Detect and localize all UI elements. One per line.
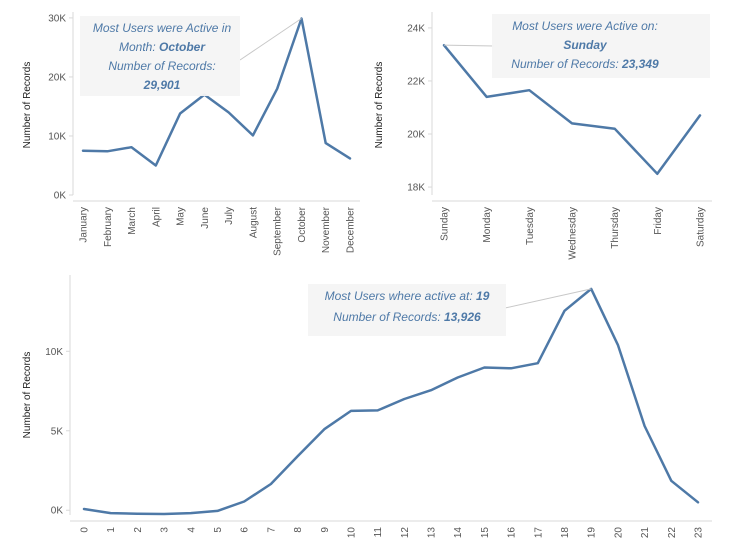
annotation-text: Most Users where active at: 19 <box>325 289 490 303</box>
series-line <box>442 43 702 176</box>
annotation-text: Number of Records: 23,349 <box>511 57 659 71</box>
x-tick-label: Friday <box>653 207 664 235</box>
annotation-leader <box>239 18 302 61</box>
y-tick-label: 20K <box>48 72 66 83</box>
x-tick-label: Saturday <box>696 207 707 247</box>
x-tick-label: Monday <box>482 207 493 243</box>
x-tick-label: 21 <box>640 527 651 539</box>
x-tick-label: 13 <box>427 527 438 539</box>
x-tick-label: 16 <box>507 527 518 539</box>
x-tick-label: August <box>248 207 259 238</box>
x-tick-label: June <box>200 207 211 229</box>
x-tick-label: January <box>79 207 90 243</box>
annotation-leader <box>504 288 592 309</box>
x-tick-label: 17 <box>533 527 544 539</box>
y-tick-label: 10K <box>45 347 63 358</box>
y-tick-label: 18K <box>407 183 425 194</box>
y-axis-title: Number of Records <box>374 62 385 149</box>
y-tick-label: 0K <box>51 506 64 517</box>
x-tick-label: 15 <box>480 527 491 539</box>
x-tick-label: 11 <box>373 527 384 538</box>
series-line <box>82 287 700 516</box>
x-tick-label: February <box>103 207 114 247</box>
annotation-box <box>308 284 506 336</box>
annotation-text: Month: October <box>119 40 206 54</box>
x-tick-label: 19 <box>587 527 598 539</box>
x-tick-label: 6 <box>240 527 251 533</box>
y-tick-label: 0K <box>54 191 67 202</box>
x-tick-label: 4 <box>186 527 197 533</box>
x-tick-label: 2 <box>133 527 144 533</box>
x-tick-label: May <box>176 207 187 226</box>
y-tick-label: 10K <box>48 131 66 142</box>
x-tick-label: 7 <box>266 527 277 533</box>
y-tick-label: 30K <box>48 13 66 24</box>
x-tick-label: 8 <box>293 527 304 533</box>
x-tick-label: March <box>127 207 138 235</box>
annotation-text: Number of Records: <box>108 59 215 73</box>
x-tick-label: December <box>346 206 357 253</box>
annotation-text: Number of Records: 13,926 <box>333 310 481 324</box>
y-axis-title: Number of Records <box>22 62 33 149</box>
x-tick-label: 20 <box>613 527 624 539</box>
y-tick-label: 20K <box>407 130 425 141</box>
x-tick-label: 10 <box>346 527 357 539</box>
x-tick-label: Tuesday <box>525 207 536 245</box>
x-tick-label: 1 <box>106 527 117 533</box>
x-tick-label: April <box>151 207 162 227</box>
y-axis-title: Number of Records <box>22 352 33 439</box>
x-tick-label: Sunday <box>440 207 451 241</box>
annotation-leader <box>443 44 495 47</box>
chart-1: Number of Records 0K 10K 20K 30K January Febru… <box>22 12 360 256</box>
chart-2: Number of Records 18K 20K 22K 24K Sunday Monda… <box>374 12 712 260</box>
x-tick-label: 0 <box>80 527 91 533</box>
x-tick-label: November <box>321 206 332 253</box>
annotation-text: Sunday <box>563 38 608 52</box>
x-tick-label: 3 <box>160 527 171 533</box>
annotation-box <box>492 14 710 78</box>
annotation-text: 29,901 <box>143 78 181 92</box>
x-tick-label: 22 <box>667 527 678 539</box>
x-tick-label: 12 <box>400 527 411 539</box>
series-line <box>81 17 352 167</box>
x-tick-label: July <box>224 207 235 225</box>
x-tick-label: 23 <box>694 527 705 539</box>
x-tick-label: Wednesday <box>568 207 579 260</box>
annotation-text: Most Users were Active in <box>93 21 232 35</box>
annotation-box <box>80 16 240 96</box>
y-tick-label: 5K <box>51 426 64 437</box>
y-tick-label: 22K <box>407 76 425 87</box>
x-tick-label: 18 <box>560 527 571 539</box>
y-tick-label: 24K <box>407 23 425 34</box>
x-tick-label: 14 <box>453 527 464 539</box>
x-tick-label: September <box>273 206 284 256</box>
x-tick-label: 9 <box>320 527 331 533</box>
annotation-text: Most Users were Active on: <box>512 19 658 33</box>
x-tick-label: 5 <box>213 527 224 533</box>
x-tick-label: October <box>297 206 308 242</box>
x-tick-label: Thursday <box>610 207 621 249</box>
